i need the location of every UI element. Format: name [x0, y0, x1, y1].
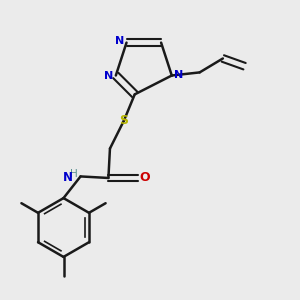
Text: N: N	[104, 71, 114, 81]
Text: N: N	[174, 70, 183, 80]
Text: H: H	[70, 169, 78, 179]
Text: S: S	[119, 114, 128, 127]
Text: N: N	[115, 36, 124, 46]
Text: O: O	[139, 172, 150, 184]
Text: N: N	[63, 172, 73, 184]
